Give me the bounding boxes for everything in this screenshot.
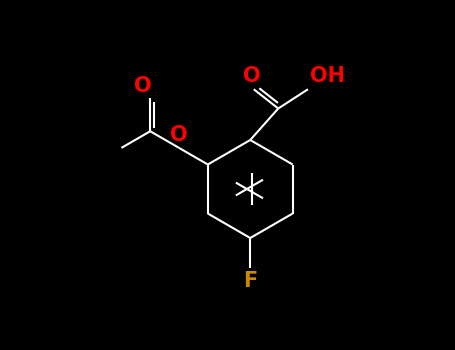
Text: OH: OH xyxy=(310,66,345,86)
Text: O: O xyxy=(170,125,188,145)
Text: F: F xyxy=(243,271,258,290)
Text: O: O xyxy=(243,66,261,86)
Text: O: O xyxy=(134,76,152,96)
